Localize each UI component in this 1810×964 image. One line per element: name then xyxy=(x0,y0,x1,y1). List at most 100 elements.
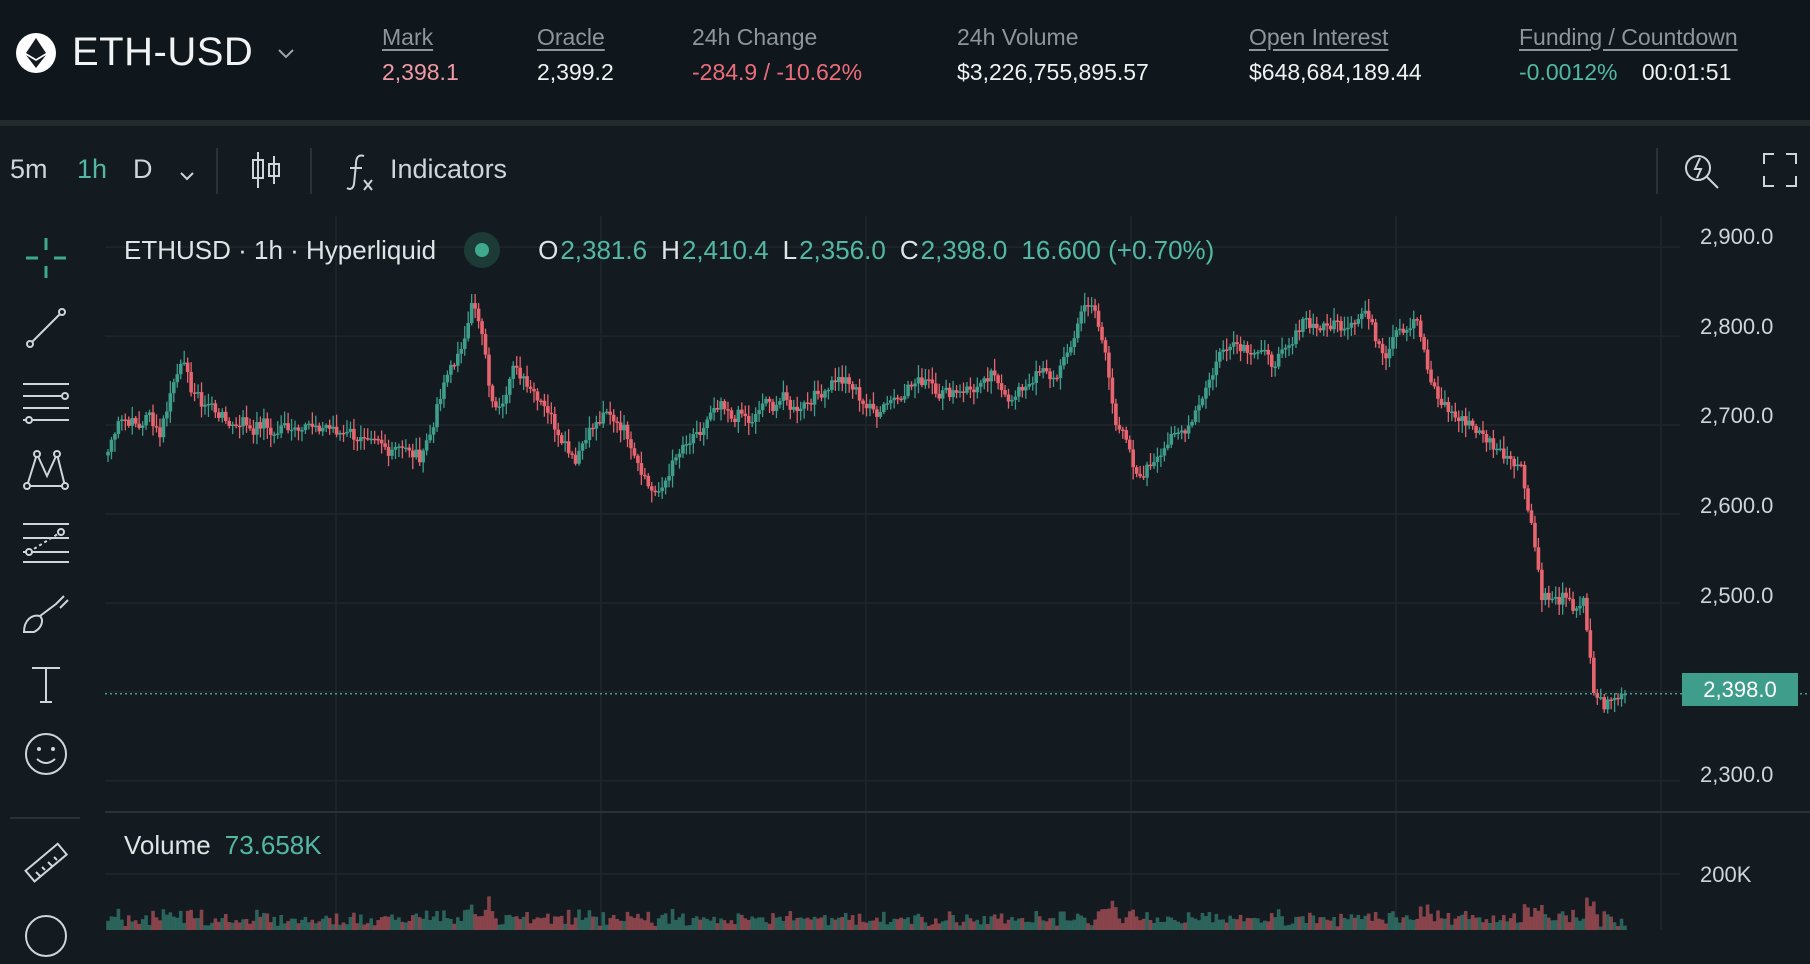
candle-body xyxy=(587,427,592,441)
change-24h-stat: 24h Change -284.9 / -10.62% xyxy=(692,24,862,86)
candle-body xyxy=(1069,347,1073,353)
crosshair-icon[interactable] xyxy=(18,230,74,286)
brush-icon[interactable] xyxy=(18,586,74,642)
pair-selector[interactable]: ETH-USD xyxy=(16,30,295,75)
text-icon[interactable] xyxy=(18,656,74,712)
volume-bar xyxy=(951,915,955,930)
candle-body xyxy=(882,404,886,413)
volume-bar xyxy=(217,921,221,930)
candle-body xyxy=(1280,349,1284,354)
volume-bar xyxy=(199,909,204,930)
volume-bar xyxy=(1595,914,1600,930)
volume-bar xyxy=(920,916,924,930)
candlestick-type-icon[interactable] xyxy=(250,150,282,197)
trend-line-icon[interactable] xyxy=(18,300,74,356)
volume-title: Volume xyxy=(124,830,211,860)
candle-body xyxy=(871,403,876,410)
emoji-icon[interactable] xyxy=(18,726,74,782)
function-fx-icon[interactable] xyxy=(344,152,376,199)
volume-bar xyxy=(1370,920,1374,930)
volume-bar xyxy=(798,917,803,930)
candle-body xyxy=(334,426,339,435)
candle-body xyxy=(223,411,228,421)
volume-bar xyxy=(303,916,308,930)
volume-bar xyxy=(611,915,616,930)
candle-body xyxy=(1197,405,1201,411)
legend-open-label: O xyxy=(538,234,559,265)
candle-body xyxy=(1474,426,1478,433)
volume-bar xyxy=(1176,921,1181,930)
volume-bar xyxy=(1058,911,1063,930)
candle-body xyxy=(1484,433,1489,443)
interval-1h[interactable]: 1h xyxy=(77,154,108,184)
volume-bar xyxy=(649,922,654,930)
candle-body xyxy=(996,375,1000,384)
candle-body xyxy=(958,391,962,393)
oracle-label[interactable]: Oracle xyxy=(537,24,605,50)
candle-body xyxy=(1041,368,1045,373)
volume-bar xyxy=(1522,904,1527,930)
volume-bar xyxy=(1200,912,1205,930)
volume-bar xyxy=(289,918,294,930)
candle-body xyxy=(591,427,595,430)
volume-bar xyxy=(947,911,952,930)
y-tick-label: 2,900.0 xyxy=(1700,224,1774,249)
candle-body xyxy=(552,414,557,430)
volume-bar xyxy=(1592,901,1596,930)
volume-bar xyxy=(667,923,671,930)
candle-body xyxy=(594,422,599,429)
candle-body xyxy=(753,414,758,422)
volume-bar xyxy=(1342,917,1347,930)
candle-body xyxy=(126,419,131,426)
pattern-icon[interactable] xyxy=(18,442,74,498)
candle-body xyxy=(1204,387,1208,399)
interval-dropdown-chevron-icon[interactable] xyxy=(178,158,196,189)
candle-body xyxy=(372,438,377,441)
volume-bar xyxy=(386,916,391,930)
candle-body xyxy=(338,432,342,435)
candle-body xyxy=(1231,342,1236,347)
volume-bar xyxy=(1470,915,1475,930)
candle-body xyxy=(1436,386,1440,399)
candle-body xyxy=(106,451,110,456)
chevron-down-icon[interactable] xyxy=(277,47,295,65)
volume-bar xyxy=(937,923,942,930)
candle-body xyxy=(660,487,664,492)
candle-body xyxy=(1262,349,1267,352)
y-tick-label: 2,600.0 xyxy=(1700,493,1774,518)
interval-5m[interactable]: 5m xyxy=(10,154,48,184)
candle-body xyxy=(1120,429,1125,432)
volume-bar xyxy=(868,920,872,930)
candlestick-chart[interactable] xyxy=(0,0,1810,930)
candle-body xyxy=(262,418,266,429)
candle-body xyxy=(1086,305,1090,307)
ruler-icon[interactable] xyxy=(18,836,74,892)
candle-body xyxy=(549,412,554,415)
indicators-button[interactable]: Indicators xyxy=(390,154,508,184)
mark-label[interactable]: Mark xyxy=(382,24,434,50)
fullscreen-icon[interactable] xyxy=(1762,152,1798,195)
volume-bar xyxy=(1318,917,1323,930)
candle-body xyxy=(875,409,879,417)
open-interest-label[interactable]: Open Interest xyxy=(1249,24,1389,50)
candle-body xyxy=(1079,311,1084,324)
volume-bar xyxy=(559,915,564,930)
quick-search-icon[interactable] xyxy=(1682,150,1722,197)
volume-bar xyxy=(1141,918,1146,930)
candle-body xyxy=(705,419,709,429)
candle-body xyxy=(1179,430,1184,433)
volume-bar xyxy=(850,915,855,930)
funding-label[interactable]: Funding / Countdown xyxy=(1519,24,1738,50)
volume-bar xyxy=(712,916,716,930)
volume-bar xyxy=(106,920,110,930)
price-chart-area[interactable] xyxy=(0,0,1810,930)
candle-body xyxy=(1006,394,1011,402)
horizontal-lines-icon[interactable] xyxy=(18,372,74,428)
candle-body xyxy=(1010,400,1014,402)
candle-body xyxy=(1384,353,1388,359)
volume-bar xyxy=(726,923,730,930)
candle-body xyxy=(1003,390,1007,395)
fib-retracement-icon[interactable] xyxy=(18,514,74,570)
interval-d[interactable]: D xyxy=(133,154,153,184)
candle-body xyxy=(618,422,623,431)
